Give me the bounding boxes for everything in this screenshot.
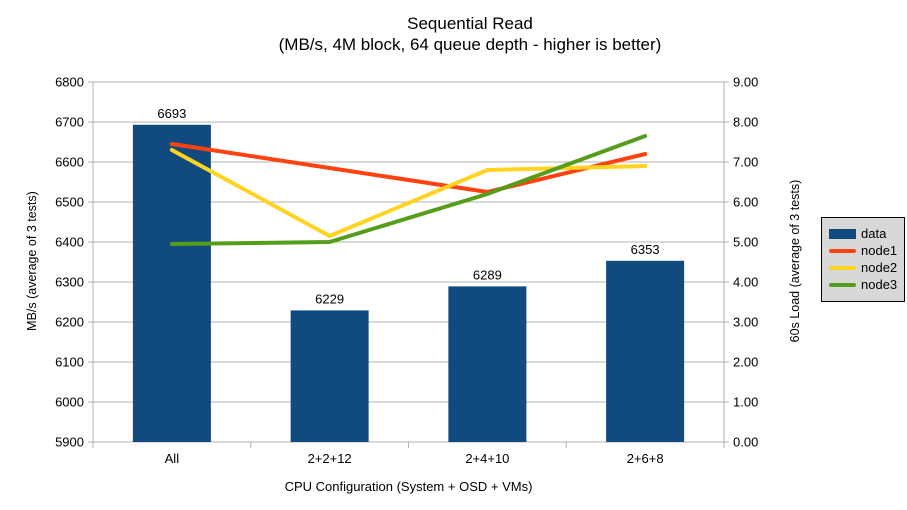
chart-subtitle: (MB/s, 4M block, 64 queue depth - higher… <box>278 35 662 54</box>
right-axis-tick-label: 8.00 <box>733 115 758 130</box>
left-axis-tick-label: 6000 <box>55 395 84 410</box>
right-axis-tick-label: 7.00 <box>733 155 758 170</box>
right-axis-tick-label: 3.00 <box>733 315 758 330</box>
legend-item-node3: node3 <box>829 277 898 293</box>
category-label-2+4+10: 2+4+10 <box>465 451 509 466</box>
right-axis-tick-label: 6.00 <box>733 195 758 210</box>
right-axis-tick-label: 5.00 <box>733 235 758 250</box>
bar-2+6+8 <box>606 260 685 442</box>
left-axis-tick-label: 6800 <box>55 75 84 90</box>
left-axis-tick-label: 6400 <box>55 235 84 250</box>
legend-swatch-node1 <box>829 249 856 253</box>
chart-title: Sequential Read <box>407 14 533 33</box>
left-axis-tick-label: 6200 <box>55 315 84 330</box>
legend-swatch-node2 <box>829 266 856 270</box>
legend-label-node1: node1 <box>861 243 898 258</box>
category-label-2+6+8: 2+6+8 <box>627 451 664 466</box>
legend-item-node1: node1 <box>829 243 898 259</box>
bar-value-label: 6353 <box>631 242 660 257</box>
legend-label-node2: node2 <box>861 260 898 275</box>
right-axis-tick-label: 2.00 <box>733 355 758 370</box>
left-axis-tick-label: 6700 <box>55 115 84 130</box>
legend-item-node2: node2 <box>829 260 898 276</box>
legend: data node1 node2 node3 <box>821 217 905 302</box>
bar-value-label: 6693 <box>157 106 186 121</box>
bar-value-label: 6229 <box>315 291 344 306</box>
right-axis-tick-label: 4.00 <box>733 275 758 290</box>
left-axis-tick-label: 5900 <box>55 435 84 450</box>
legend-item-data: data <box>829 226 898 242</box>
legend-label-data: data <box>861 226 887 241</box>
bar-2+4+10 <box>448 286 527 442</box>
category-label-All: All <box>165 451 180 466</box>
bar-2+2+12 <box>290 310 369 442</box>
legend-swatch-node3 <box>829 283 856 287</box>
right-axis-tick-label: 1.00 <box>733 395 758 410</box>
left-axis-tick-label: 6300 <box>55 275 84 290</box>
left-axis-tick-label: 6500 <box>55 195 84 210</box>
left-axis-tick-label: 6600 <box>55 155 84 170</box>
line-node1 <box>169 142 648 194</box>
category-label-2+2+12: 2+2+12 <box>308 451 352 466</box>
legend-label-node3: node3 <box>861 277 898 292</box>
legend-swatch-data <box>829 229 856 239</box>
right-axis-tick-label: 0.00 <box>733 435 758 450</box>
line-node3 <box>169 134 648 246</box>
right-axis-tick-label: 9.00 <box>733 75 758 90</box>
bar-value-label: 6289 <box>473 267 502 282</box>
right-axis-title: 60s Load (average of 3 tests) <box>788 179 802 343</box>
x-axis-title: CPU Configuration (System + OSD + VMs) <box>284 479 533 494</box>
line-node2 <box>169 148 648 238</box>
left-axis-title: MB/s (average of 3 tests) <box>25 191 39 331</box>
chart-header: Sequential Read (MB/s, 4M block, 64 queu… <box>30 13 907 55</box>
left-axis-tick-label: 6100 <box>55 355 84 370</box>
bar-All <box>132 124 211 443</box>
